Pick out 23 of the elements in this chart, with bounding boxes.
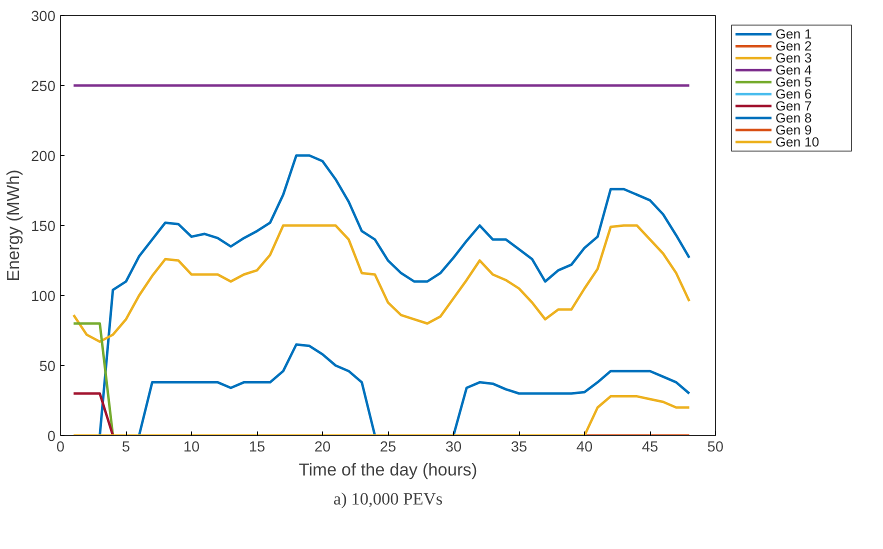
line-series — [72, 395, 691, 436]
x-tick-label: 15 — [248, 440, 266, 456]
y-tick-label: 300 — [31, 9, 56, 25]
x-tick-label: 30 — [445, 440, 462, 456]
x-tick-label: 20 — [314, 440, 331, 456]
y-tick-label: 200 — [31, 149, 56, 165]
x-tick-label: 50 — [707, 440, 724, 456]
x-tick-label: 35 — [510, 440, 528, 456]
x-tick-label: 45 — [642, 440, 658, 456]
x-tick-label: 40 — [576, 440, 593, 456]
text: a) 10,000 PEVs — [333, 490, 443, 508]
y-tick-label: 100 — [31, 289, 56, 305]
y-axis-title: Energy (MWh) — [3, 170, 24, 282]
x-tick-label: 25 — [380, 440, 396, 456]
x-tick-label: 5 — [122, 440, 130, 456]
y-tick-label: 150 — [31, 219, 56, 235]
x-axis-title: Time of the day (hours) — [298, 460, 478, 480]
x-tick-label: 10 — [183, 440, 200, 456]
y-tick-label: 0 — [47, 429, 56, 445]
line-series — [98, 154, 691, 436]
y-tick-label: 250 — [31, 79, 56, 95]
line-series — [72, 224, 691, 343]
y-tick-label: 50 — [39, 359, 56, 375]
